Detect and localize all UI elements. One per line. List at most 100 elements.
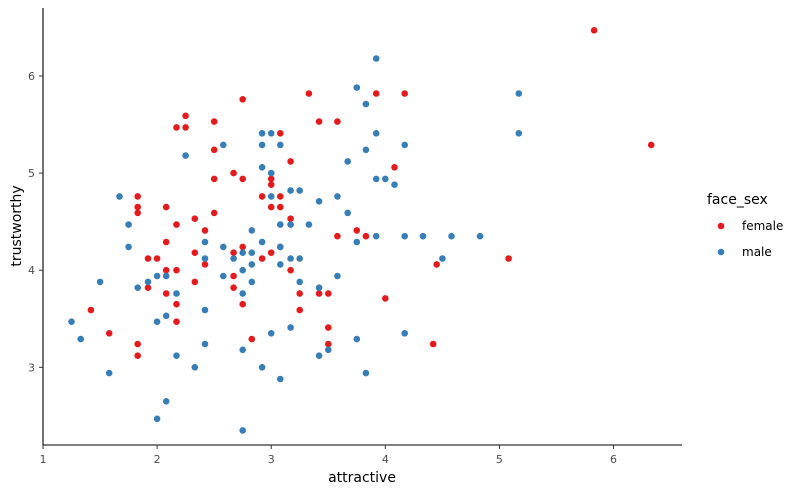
point-male	[153, 318, 161, 326]
y-tick-label: 3	[28, 361, 35, 374]
legend: face_sex female male	[707, 192, 783, 259]
y-tick-label: 5	[28, 167, 35, 180]
legend-label-female: female	[742, 219, 783, 233]
point-male	[372, 130, 380, 137]
point-female	[144, 255, 152, 262]
point-male	[77, 335, 84, 343]
point-male	[239, 249, 246, 256]
point-male	[267, 330, 275, 337]
point-male	[258, 141, 266, 149]
point-male	[248, 278, 256, 286]
point-male	[68, 318, 75, 326]
point-female	[173, 124, 180, 131]
point-male	[401, 232, 409, 240]
point-male	[182, 152, 189, 159]
point-female	[239, 96, 246, 103]
point-male	[382, 175, 389, 183]
x-axis-title: attractive	[328, 470, 396, 486]
point-male	[173, 352, 180, 360]
point-male	[116, 193, 123, 200]
point-female	[277, 130, 284, 137]
point-female	[210, 175, 218, 183]
point-male	[258, 238, 266, 246]
plot-marks	[68, 27, 655, 434]
point-female	[391, 164, 398, 171]
point-male	[239, 346, 246, 354]
point-female	[429, 340, 437, 348]
point-female	[134, 209, 141, 217]
point-male	[419, 232, 427, 240]
point-female	[191, 215, 199, 222]
point-male	[476, 232, 484, 240]
point-female	[267, 203, 275, 211]
legend-title: face_sex	[707, 192, 768, 208]
point-female	[325, 290, 332, 297]
point-male	[515, 130, 523, 137]
point-male	[248, 249, 256, 256]
point-male	[353, 335, 361, 343]
point-male	[353, 238, 361, 246]
point-male	[173, 290, 180, 297]
point-male	[201, 340, 209, 348]
point-male	[362, 100, 370, 108]
point-female	[201, 261, 209, 268]
point-male	[162, 272, 170, 280]
point-male	[305, 221, 313, 228]
point-female	[173, 300, 180, 308]
x-tick-label: 3	[268, 453, 275, 466]
x-tick-label: 1	[40, 453, 47, 466]
point-female	[647, 141, 655, 149]
point-female	[277, 193, 284, 200]
point-female	[372, 90, 380, 97]
point-male	[258, 164, 266, 171]
point-female	[173, 221, 180, 228]
point-female	[433, 261, 441, 268]
point-male	[125, 221, 132, 228]
point-male	[277, 221, 284, 228]
point-male	[277, 243, 284, 251]
x-axis-ticks: 1 2 3 4 5 6	[40, 445, 617, 466]
point-female	[173, 266, 180, 274]
point-male	[334, 272, 341, 280]
point-male	[362, 369, 370, 377]
point-female	[153, 255, 161, 262]
point-female	[162, 238, 170, 246]
point-female	[334, 232, 341, 240]
point-male	[220, 141, 227, 149]
point-male	[267, 130, 275, 137]
point-male	[372, 55, 380, 62]
point-female	[134, 352, 141, 360]
y-axis-title: trustworthy	[9, 185, 25, 266]
point-male	[315, 284, 323, 292]
point-female	[287, 215, 294, 222]
point-male	[277, 375, 284, 383]
point-male	[277, 141, 284, 149]
point-female	[230, 249, 237, 256]
point-male	[162, 312, 170, 320]
point-male	[144, 278, 152, 286]
legend-swatch-female	[717, 222, 725, 230]
point-male	[448, 232, 455, 240]
point-female	[105, 330, 113, 337]
point-female	[134, 203, 141, 211]
point-female	[334, 118, 341, 125]
point-male	[134, 284, 141, 292]
point-male	[287, 255, 294, 262]
point-female	[230, 284, 237, 292]
point-female	[173, 318, 180, 326]
legend-swatch-male	[717, 248, 725, 256]
x-tick-label: 2	[154, 453, 161, 466]
point-male	[334, 193, 341, 200]
point-male	[353, 84, 361, 91]
point-male	[315, 198, 323, 205]
point-female	[315, 290, 323, 297]
point-male	[391, 181, 398, 188]
point-female	[267, 249, 275, 256]
point-male	[220, 272, 227, 280]
point-female	[353, 227, 361, 234]
point-female	[287, 158, 294, 165]
point-female	[239, 243, 246, 251]
point-female	[210, 146, 218, 154]
point-female	[162, 290, 170, 297]
point-female	[210, 118, 218, 125]
